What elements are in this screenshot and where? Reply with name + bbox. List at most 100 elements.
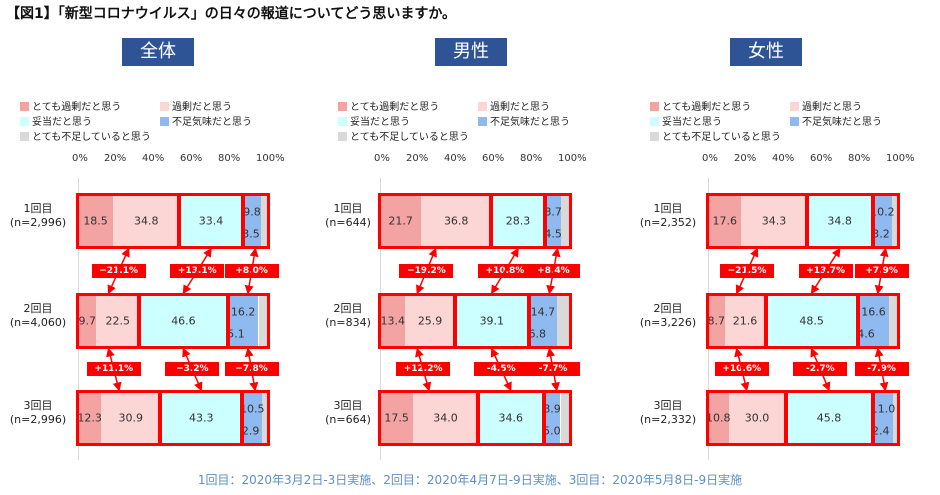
- group-outline: [378, 193, 494, 249]
- group-outline: [76, 193, 182, 249]
- legend-swatch: [650, 117, 659, 126]
- axis-tick-label: 60%: [482, 153, 505, 164]
- axis-tick-label: 0%: [374, 153, 390, 164]
- bar-value-label: 10.5: [240, 402, 265, 416]
- change-label: +10.8%: [477, 264, 532, 278]
- group-outline: [804, 193, 875, 249]
- bar-segment: [857, 296, 890, 346]
- group-outline: [240, 390, 270, 446]
- group-outline: [783, 390, 875, 446]
- bar-segment: [78, 196, 114, 246]
- bar-value-label: 4.6: [857, 327, 875, 341]
- change-label: -2.7%: [793, 362, 848, 376]
- change-label: -4.5%: [474, 362, 529, 376]
- bar-segment: [242, 196, 262, 246]
- round-label: 1回目 (n=2,352): [638, 202, 698, 230]
- group-outline: [489, 193, 547, 249]
- legend-item: とても不足していると思う: [20, 132, 151, 144]
- group-outline: [541, 390, 572, 446]
- bar-value-label: 3.2: [872, 227, 890, 241]
- legend-swatch: [478, 117, 487, 126]
- bar-segment: [454, 296, 529, 346]
- panel-overall: 全体 とても過剰だと思う 過剰だと思う 妥当だと思う 不足気味だと思う とても不足している…: [0, 0, 300, 470]
- bar-segment: [741, 196, 807, 246]
- bar-value-label: 34.0: [433, 411, 458, 425]
- bar-value-label: 6.8: [528, 327, 546, 341]
- legend-label: 不足気味だと思う: [802, 117, 882, 128]
- bar-segment: [421, 196, 492, 246]
- bar-segment: [544, 196, 562, 246]
- bar-segment: [405, 296, 455, 346]
- legend-item: とても過剰だと思う: [338, 102, 439, 114]
- legend-swatch: [650, 102, 659, 111]
- bar-segment: [708, 296, 725, 346]
- bar-value-label: 36.8: [443, 214, 469, 228]
- round-name: 3回目: [653, 399, 683, 412]
- group-outline: [225, 293, 271, 349]
- group-outline: [378, 390, 480, 446]
- legend-swatch: [160, 117, 169, 126]
- group-outline: [240, 193, 270, 249]
- legend-swatch: [20, 102, 29, 111]
- legend-item: 過剰だと思う: [160, 102, 232, 114]
- bar-value-label: 43.3: [188, 411, 214, 425]
- legend-label: とても不足していると思う: [350, 132, 469, 143]
- sample-size: (n=664): [325, 413, 371, 426]
- bar-value-label: 45.8: [816, 411, 842, 425]
- bar-segment: [477, 393, 544, 443]
- change-label: +13.1%: [170, 264, 225, 278]
- bar-value-label: 14.7: [530, 305, 556, 319]
- group-outline: [542, 193, 572, 249]
- bar-segment: [889, 296, 898, 346]
- group-outline: [76, 390, 163, 446]
- sample-size: (n=834): [325, 316, 371, 329]
- bar-segment: [765, 296, 858, 346]
- bar-segment: [724, 296, 766, 346]
- legend-swatch: [478, 102, 487, 111]
- bar-segment: [528, 296, 557, 346]
- axis-tick-label: 60%: [810, 153, 833, 164]
- bar-segment: [380, 393, 414, 443]
- bar-segment: [160, 393, 243, 443]
- legend-item: 妥当だと思う: [338, 117, 410, 129]
- group-outline: [870, 390, 900, 446]
- bar-value-label: 30.9: [118, 411, 143, 425]
- bar-value-label: 25.9: [417, 314, 443, 328]
- legend-swatch: [20, 117, 29, 126]
- panel-title: 男性: [435, 38, 507, 66]
- round-label: 2回目 (n=3,226): [638, 302, 698, 330]
- group-outline: [706, 193, 809, 249]
- bar-segment: [892, 196, 899, 246]
- bar-value-label: 28.3: [505, 214, 531, 228]
- group-outline: [177, 193, 245, 249]
- axis-tick-label: 0%: [72, 153, 88, 164]
- change-label: +12.2%: [396, 362, 451, 376]
- legend-label: 過剰だと思う: [490, 102, 550, 113]
- round-label: 1回目 (n=2,996): [8, 202, 68, 230]
- legend-swatch: [338, 132, 347, 141]
- legend-swatch: [20, 132, 29, 141]
- legend-label: とても過剰だと思う: [32, 102, 122, 113]
- legend-item: とても過剰だと思う: [20, 102, 121, 114]
- round-name: 1回目: [333, 202, 363, 215]
- bar-segment: [872, 196, 893, 246]
- round-name: 1回目: [653, 202, 683, 215]
- legend-label: 妥当だと思う: [662, 117, 722, 128]
- bar-segment: [893, 393, 898, 443]
- group-outline: [452, 293, 531, 349]
- change-label: −19.2%: [399, 264, 454, 278]
- sample-size: (n=2,996): [9, 413, 67, 426]
- sample-size: (n=2,352): [639, 216, 697, 229]
- legend-swatch: [338, 102, 347, 111]
- bar-value-label: 34.6: [498, 411, 523, 425]
- legend-item: 過剰だと思う: [478, 102, 550, 114]
- bar-segment: [113, 196, 180, 246]
- bar-segment: [101, 393, 161, 443]
- change-label: +13.7%: [798, 264, 853, 278]
- legend-item: とても不足していると思う: [338, 132, 469, 144]
- bar-segment: [258, 296, 269, 346]
- bar-value-label: 8.7: [707, 314, 726, 328]
- group-outline: [76, 293, 142, 349]
- survey-dates-footnote: 1回目：2020年3月2日-3日実施、2回目：2020年4月7日-9日実施、3回…: [197, 473, 743, 487]
- bar-value-label: 46.6: [171, 314, 196, 328]
